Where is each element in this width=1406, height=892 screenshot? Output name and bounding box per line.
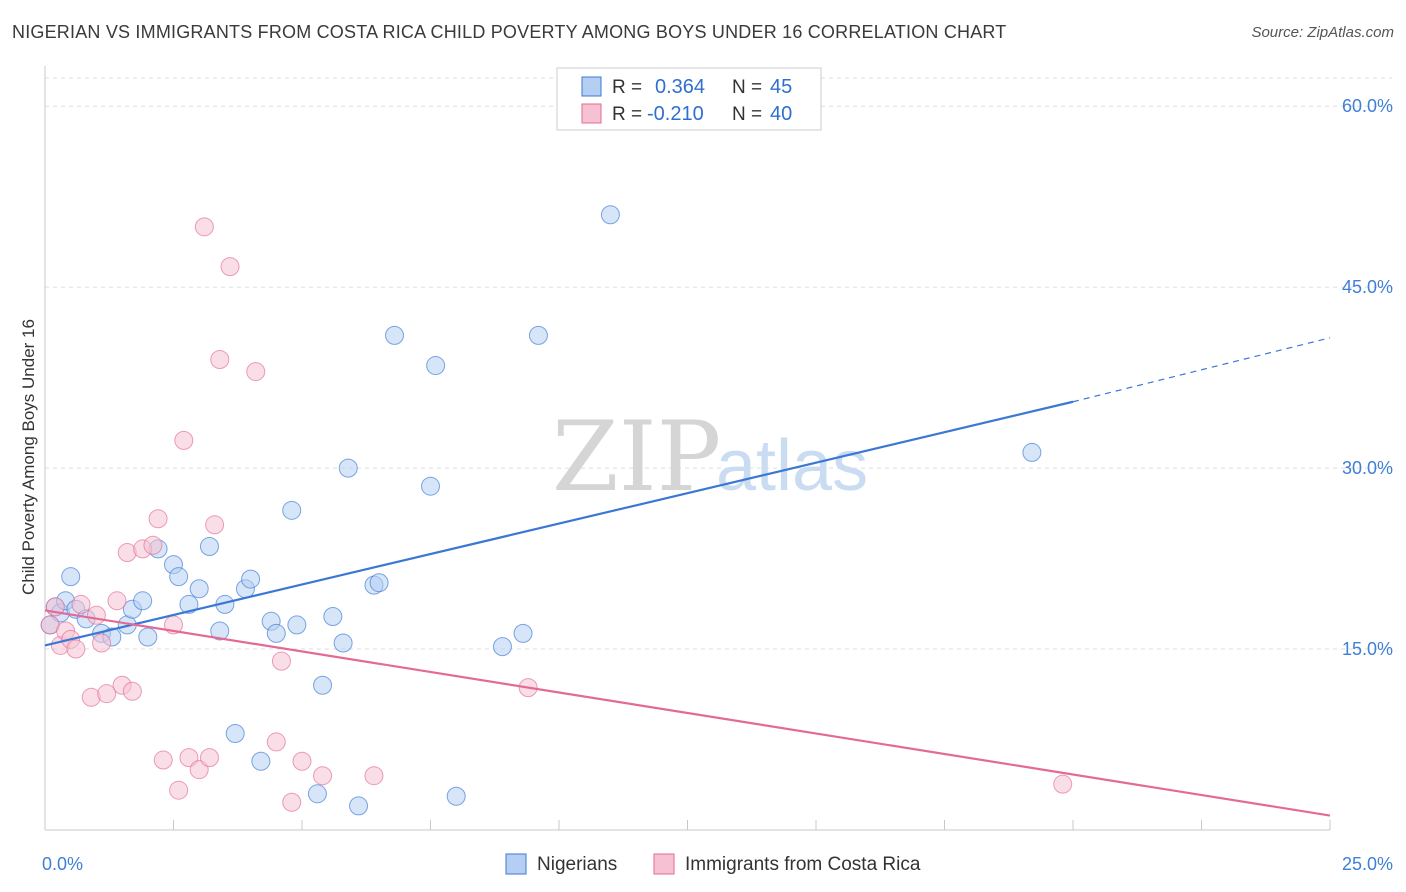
watermark: ZIP atlas: [552, 401, 868, 513]
costa-rica-point: [148, 509, 168, 529]
costa-rica-trend-line: [44, 609, 1331, 817]
stats-r-value: 0.364: [655, 76, 705, 98]
costa-rica-point: [86, 605, 106, 625]
stats-swatch-blue: [581, 76, 602, 97]
y-axis-title: Child Poverty Among Boys Under 16: [19, 319, 38, 595]
nigerians-point: [282, 500, 302, 520]
nigerians-point: [313, 675, 333, 695]
y-tick-label: 60.0%: [1342, 96, 1393, 116]
legend: Nigerians Immigrants from Costa Rica: [505, 853, 921, 875]
stats-r-label: R =: [612, 104, 642, 125]
legend-swatch-nigerians: [505, 853, 527, 875]
legend-swatch-costa-rica: [653, 853, 675, 875]
stats-r-label: R =: [612, 77, 642, 98]
costa-rica-point: [220, 257, 240, 277]
stats-n-label: N =: [732, 104, 762, 125]
costa-rica-point: [179, 748, 199, 768]
stats-n-label: N =: [732, 77, 762, 98]
costa-rica-point: [266, 732, 286, 752]
chart-title: NIGERIAN VS IMMIGRANTS FROM COSTA RICA C…: [12, 22, 1007, 42]
nigerians-point: [528, 325, 548, 345]
chart-source: Source: ZipAtlas.com: [1251, 24, 1394, 41]
y-tick-label: 45.0%: [1342, 277, 1393, 297]
y-tick-label: 15.0%: [1342, 639, 1393, 659]
stats-n-value: 45: [770, 76, 792, 98]
costa-rica-point: [117, 543, 137, 563]
nigerians-trend-line: [44, 400, 1074, 647]
nigerians-point: [333, 633, 353, 653]
legend-label-nigerians: Nigerians: [537, 854, 617, 875]
nigerians-point: [169, 567, 189, 587]
costa-rica-point: [189, 760, 209, 780]
y-tick-label: 30.0%: [1342, 458, 1393, 478]
nigerians-point: [287, 615, 307, 635]
costa-rica-point: [246, 362, 266, 382]
costa-rica-point: [292, 751, 312, 771]
nigerians-trend-extension: [1072, 337, 1331, 403]
costa-rica-point: [71, 594, 91, 614]
data-points: [40, 205, 1073, 816]
nigerians-point: [421, 476, 440, 496]
costa-rica-point: [210, 350, 230, 370]
nigerians-point: [307, 784, 327, 804]
nigerians-point: [446, 786, 466, 806]
nigerians-point: [426, 356, 446, 376]
costa-rica-point: [282, 792, 302, 812]
nigerians-point: [1022, 442, 1042, 462]
axes: [44, 66, 1331, 831]
costa-rica-point: [169, 780, 189, 800]
nigerians-point: [513, 623, 533, 643]
costa-rica-point: [153, 750, 173, 770]
nigerians-point: [61, 567, 81, 587]
tick-labels: 15.0% 30.0% 45.0% 60.0% 0.0% 25.0%: [42, 96, 1393, 874]
nigerians-point: [138, 627, 158, 647]
costa-rica-point: [194, 217, 214, 237]
legend-label-costa-rica: Immigrants from Costa Rica: [685, 854, 921, 875]
nigerians-point: [323, 606, 343, 626]
nigerians-point: [189, 579, 209, 599]
nigerians-point: [338, 458, 358, 478]
stats-r-value: -0.210: [647, 103, 704, 125]
grid-lines: [45, 77, 1392, 650]
costa-rica-point: [174, 430, 194, 450]
watermark-atlas: atlas: [716, 426, 868, 506]
costa-rica-point: [107, 591, 127, 611]
stats-n-value: 40: [770, 103, 792, 125]
costa-rica-point: [205, 515, 225, 535]
nigerians-point: [251, 751, 271, 771]
costa-rica-point: [1053, 774, 1073, 794]
costa-rica-point: [81, 687, 101, 707]
nigerians-point: [133, 591, 153, 611]
nigerians-point: [600, 205, 620, 225]
x-tick-label: 0.0%: [42, 854, 83, 874]
nigerians-point: [199, 537, 219, 557]
costa-rica-point: [122, 681, 142, 701]
nigerians-point: [385, 325, 405, 345]
nigerians-point: [266, 623, 286, 643]
stats-swatch-pink: [581, 103, 602, 124]
nigerians-point: [179, 594, 199, 614]
watermark-zip: ZIP: [552, 401, 721, 513]
nigerians-point: [241, 569, 261, 589]
nigerians-point: [225, 723, 245, 743]
nigerians-point: [492, 637, 512, 657]
costa-rica-point: [97, 684, 117, 704]
costa-rica-point: [143, 535, 163, 555]
nigerians-point: [349, 796, 369, 816]
nigerians-point: [210, 621, 230, 641]
costa-rica-point: [271, 651, 291, 671]
x-tick-label: 25.0%: [1342, 854, 1393, 874]
costa-rica-point: [313, 766, 333, 786]
costa-rica-point: [66, 639, 86, 659]
nigerians-point: [369, 573, 389, 593]
trend-lines: [44, 337, 1331, 817]
costa-rica-point: [199, 748, 219, 768]
stats-box: R = 0.364 N = 45 R = -0.210 N = 40: [556, 67, 822, 131]
costa-rica-point: [92, 633, 112, 653]
costa-rica-point: [364, 766, 384, 786]
